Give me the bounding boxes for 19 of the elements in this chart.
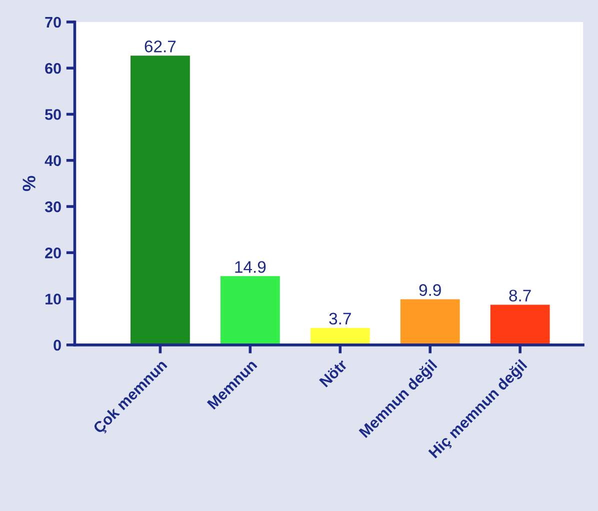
- y-tick-label: 10: [46, 294, 61, 304]
- data-label: 9.9: [419, 284, 441, 296]
- data-label: 3.7: [329, 312, 351, 325]
- y-tick-label: 40: [44, 155, 61, 166]
- bar: [490, 304, 550, 345]
- bar: [220, 276, 280, 345]
- data-label: 8.7: [509, 290, 531, 302]
- y-tick-label: 60: [45, 62, 61, 74]
- bar: [310, 328, 370, 345]
- y-axis-title: %: [22, 176, 36, 192]
- y-tick-label: 70: [45, 16, 61, 28]
- bar: [400, 299, 460, 345]
- y-tick-label: 30: [44, 201, 61, 212]
- bar: [130, 56, 190, 345]
- data-label: 62.7: [144, 40, 176, 52]
- y-tick-label: 50: [45, 109, 61, 120]
- y-tick-label: 20: [45, 248, 61, 258]
- y-tick-label: 0: [54, 340, 61, 351]
- data-label: 14.9: [235, 261, 266, 273]
